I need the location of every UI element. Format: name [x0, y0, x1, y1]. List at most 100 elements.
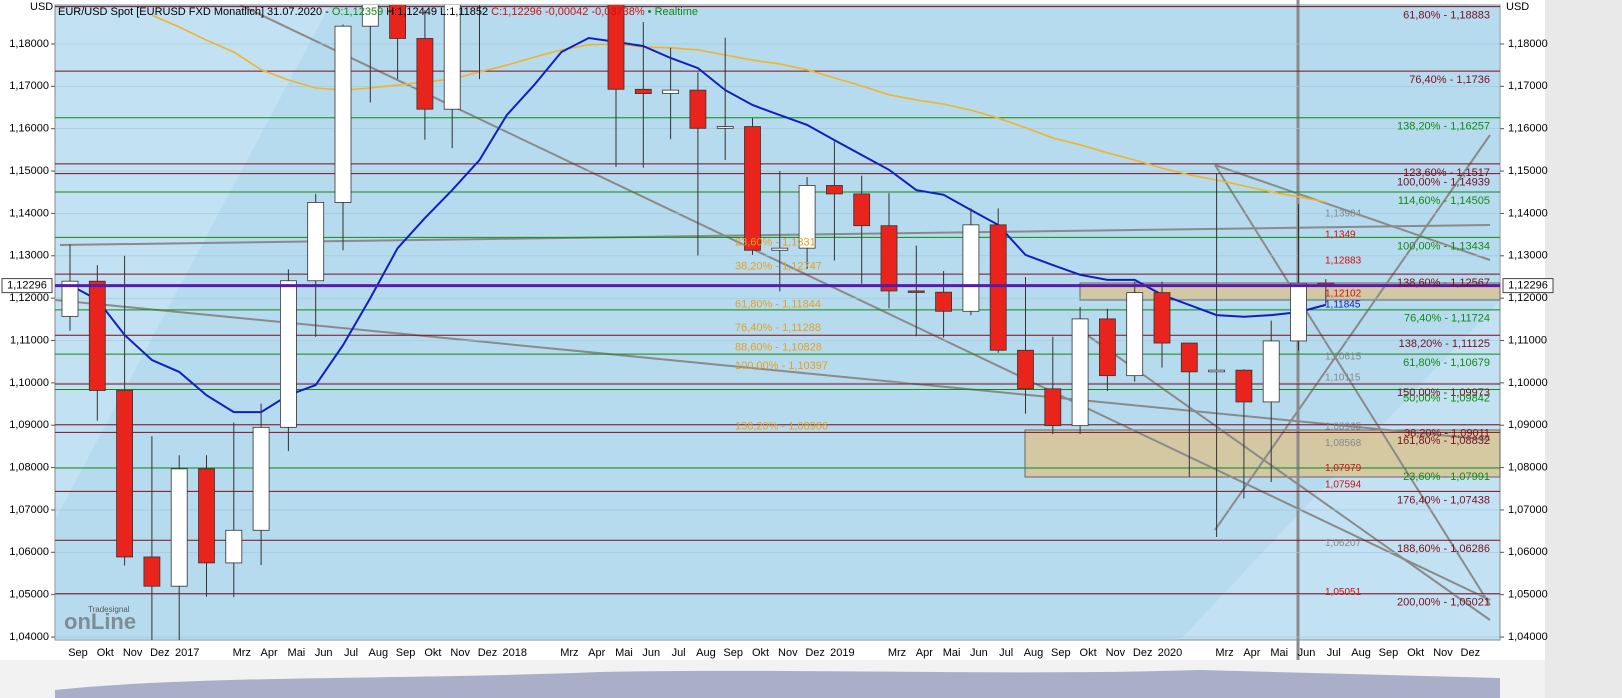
y-tick-label: 1,05000	[9, 589, 49, 601]
candle-body	[61, 280, 79, 317]
y-tick-label: 1,14000	[9, 207, 49, 219]
y-tick-label: 1,09000	[9, 419, 49, 431]
x-tick-label: Jul	[999, 647, 1013, 659]
price-box	[1502, 278, 1554, 294]
level-label: 50,00% - 1,09842	[1403, 392, 1490, 404]
level-label: 138,20% - 1,11125	[1399, 338, 1490, 350]
y-tick-label: 1,18000	[9, 38, 49, 50]
x-tick-label: Apr	[588, 647, 605, 659]
retracement-label: 61,80% - 1,11844	[735, 299, 821, 311]
x-tick-label: Mai	[1270, 647, 1288, 659]
candle-body	[1208, 369, 1225, 373]
price-label: 1,10115	[1325, 373, 1361, 384]
navigator	[55, 670, 1500, 698]
x-tick-label: 2019	[830, 647, 854, 659]
level-label: 38,20% - 1,09011	[1404, 428, 1490, 440]
price-label: 1,08568	[1325, 438, 1362, 449]
header-part: H:1,12449 L:1,11852	[386, 6, 488, 18]
candle-body	[307, 202, 325, 282]
candle-body	[116, 390, 133, 558]
y-tick-label: 1,13000	[1508, 250, 1548, 262]
y-tick-label: 1,11000	[10, 334, 49, 346]
y-unit: USD	[1506, 1, 1529, 13]
price-label: 1,07979	[1325, 463, 1362, 474]
candle-body	[826, 185, 843, 195]
level-label: 76,40% - 1,1736	[1409, 74, 1490, 86]
x-tick-label: Apr	[1243, 647, 1260, 659]
candle-body	[1126, 292, 1144, 377]
y-tick-label: 1,04000	[1508, 631, 1548, 643]
price-label: 1,05051	[1325, 587, 1362, 598]
trend-line	[1214, 164, 1491, 606]
x-tick-label: 2017	[175, 647, 199, 659]
candle-body	[443, 5, 461, 110]
x-tick-label: Sep	[723, 647, 743, 659]
y-tick-label: 1,08000	[1508, 461, 1548, 473]
retracement-label: 76,40% - 1,11288	[735, 322, 821, 334]
level-label: 100,00% - 1,14939	[1397, 177, 1490, 189]
x-tick-label: Mrz	[888, 647, 906, 659]
candle-body	[1290, 282, 1307, 342]
level-label: 200,00% - 1,05021	[1397, 597, 1490, 609]
y-tick-label: 1,07000	[9, 504, 49, 516]
retracement-label: 138,20% - 1,08966	[735, 421, 828, 433]
x-tick-label: Nov	[123, 647, 143, 659]
header-part: C:1,12296 -0,00042 -0,03738%	[491, 6, 645, 18]
plot-layer	[55, 5, 1500, 640]
y-tick-label: 1,17000	[9, 80, 49, 92]
level-label: 123,60% - 1,1517	[1403, 167, 1490, 179]
y-tick-label: 1,12000	[9, 292, 49, 304]
x-tick-label: Okt	[752, 647, 769, 659]
x-tick-label: Aug	[696, 647, 716, 659]
x-tick-label: Mrz	[560, 647, 578, 659]
candle-body	[880, 225, 898, 292]
content: 1,04000 1,04000 1,05000 1,05000 1,06000 1,060…	[1, 5, 1554, 659]
x-tick-label: Nov	[450, 647, 470, 659]
candle-body	[607, 5, 625, 90]
price-label: 1,08965	[1325, 421, 1362, 432]
y-tick-label: 1,06000	[1508, 546, 1548, 558]
y-tick-label: 1,10000	[9, 377, 49, 389]
candle-body	[1180, 342, 1198, 373]
retracement-label: 88,60% - 1,10828	[735, 342, 822, 354]
price-label: 1,10615	[1325, 351, 1362, 362]
x-tick-label: Mrz	[1215, 647, 1233, 659]
candle-body	[1235, 369, 1253, 403]
x-tick-label: Aug	[1351, 647, 1371, 659]
header-part: • Realtime	[648, 6, 698, 18]
retracement-label: 38,20% - 1,12747	[735, 260, 822, 272]
x-tick-label: Aug	[369, 647, 389, 659]
level-label: 176,40% - 1,07438	[1397, 494, 1490, 506]
x-tick-label: Jul	[1327, 647, 1341, 659]
watermark: Tradesignal	[88, 605, 130, 614]
candle-body	[634, 88, 652, 94]
level-label: 138,20% - 1,16257	[1397, 121, 1490, 133]
retracement-label: 23,60% - 1,1331	[735, 237, 816, 249]
y-tick-label: 1,08000	[9, 461, 49, 473]
header-part: O:1,12359	[332, 6, 383, 18]
level-label: 76,40% - 1,11724	[1404, 313, 1490, 325]
y-tick-label: 1,18000	[1508, 38, 1548, 50]
level-label: 188,60% - 1,06286	[1397, 543, 1490, 555]
x-tick-label: Mai	[615, 647, 633, 659]
y-tick-label: 1,16000	[1508, 123, 1548, 135]
candle-body	[252, 426, 270, 531]
trend-line	[1214, 164, 1491, 261]
candle-body	[1044, 388, 1062, 427]
trend-line	[1214, 134, 1491, 531]
candle-body	[989, 224, 1007, 351]
x-tick-label: Dez	[1133, 647, 1153, 659]
candle-body	[1017, 349, 1034, 390]
x-tick-label: Jul	[344, 647, 358, 659]
level-label: 61,80% - 1,18883	[1403, 9, 1490, 21]
x-tick-label: Mai	[943, 647, 961, 659]
y-tick-label: 1,05000	[1508, 589, 1548, 601]
x-tick-label: Dez	[1461, 647, 1481, 659]
candle-body	[716, 126, 734, 129]
x-tick-label: Dez	[478, 647, 498, 659]
y-tick-label: 1,15000	[9, 165, 49, 177]
candle-body	[798, 185, 816, 249]
candle-body	[962, 224, 980, 312]
x-tick-label: Apr	[916, 647, 933, 659]
